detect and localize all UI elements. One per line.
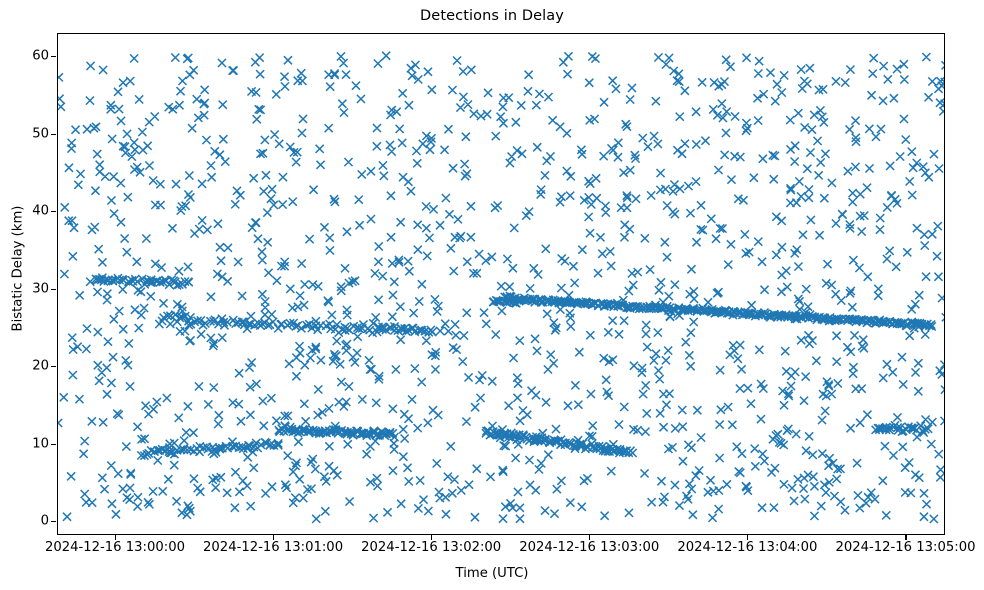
y-tick-mark	[51, 133, 56, 135]
y-axis-label: Bistatic Delay (km)	[10, 205, 26, 332]
x-tick-mark	[747, 535, 749, 540]
plot-area	[57, 33, 945, 535]
y-tick-mark	[51, 56, 56, 58]
y-tick-label: 60	[32, 48, 49, 64]
y-tick-label: 40	[32, 203, 49, 219]
y-tick-mark	[51, 288, 56, 290]
y-tick-label: 0	[40, 513, 49, 529]
y-axis-tick-labels: 0 10 20 30 40 50 60	[0, 0, 49, 590]
x-axis-label: Time (UTC)	[455, 566, 529, 581]
y-tick-label: 10	[32, 436, 49, 452]
x-tick-mark	[431, 535, 433, 540]
scatter-markers	[58, 51, 944, 524]
x-tick-mark	[273, 535, 275, 540]
x-tick-label: 2024-12-16 13:05:00	[835, 540, 976, 555]
y-tick-mark	[51, 521, 56, 523]
chart-title: Detections in Delay	[420, 8, 564, 24]
x-tick-mark	[114, 535, 117, 540]
y-tick-mark	[51, 211, 56, 213]
x-tick-label: 2024-12-16 13:01:00	[203, 540, 344, 555]
x-tick-label: 2024-12-16 13:04:00	[677, 540, 818, 555]
y-tick-label: 50	[32, 126, 49, 142]
y-tick-mark	[51, 366, 56, 368]
y-tick-mark	[51, 443, 56, 445]
y-tick-label: 20	[32, 358, 49, 374]
x-tick-label: 2024-12-16 13:03:00	[519, 540, 660, 555]
x-tick-label: 2024-12-16 13:02:00	[361, 540, 502, 555]
scatter-series	[58, 51, 944, 524]
x-tick-mark	[589, 535, 591, 540]
x-tick-mark	[905, 535, 907, 540]
x-tick-label: 2024-12-16 13:00:00	[44, 540, 185, 555]
y-tick-label: 30	[32, 281, 49, 297]
